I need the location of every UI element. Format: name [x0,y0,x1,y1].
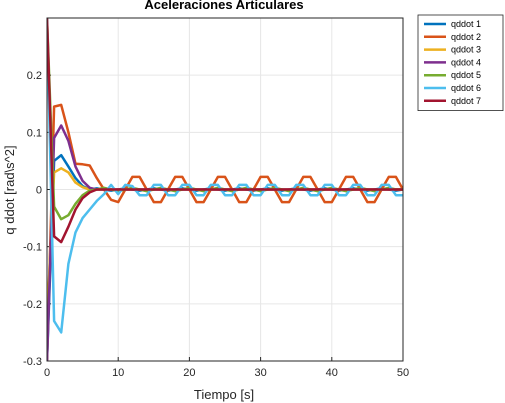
y-tick-label: -0.3 [23,356,42,368]
legend: qddot 1 qddot 2 qddot 3 qddot 4 qddot 5 qddot… [417,14,504,111]
y-tick-label: -0.2 [23,299,42,311]
y-tick-label: -0.1 [23,242,42,254]
chart-title: Aceleraciones Articulares [144,0,303,12]
x-axis-title: Tiempo [s] [194,387,254,402]
series-line-qddot-7 [47,18,403,244]
x-tick-label: 30 [254,367,266,379]
plot-frame [46,17,404,362]
x-tick-label: 10 [112,367,124,379]
legend-label: qddot 1 [451,19,481,29]
legend-label: qddot 7 [451,96,481,106]
x-tick-label: 0 [44,367,50,379]
y-tick-label: 0.1 [27,127,42,139]
legend-label: qddot 4 [451,57,481,67]
y-axis-title: q ddot [rad\s^2] [2,145,17,234]
series-lines [47,18,403,361]
x-axis-ticks: 0 10 20 30 40 50 [44,357,409,379]
legend-label: qddot 3 [451,45,481,55]
x-tick-label: 40 [326,367,338,379]
legend-label: qddot 2 [451,32,481,42]
y-tick-label: 0 [36,185,42,197]
legend-label: qddot 5 [451,70,481,80]
series-line-qddot-6 [47,18,403,334]
x-tick-label: 50 [397,367,409,379]
x-tick-label: 20 [183,367,195,379]
legend-label: qddot 6 [451,83,481,93]
y-tick-label: 0.2 [27,70,42,82]
